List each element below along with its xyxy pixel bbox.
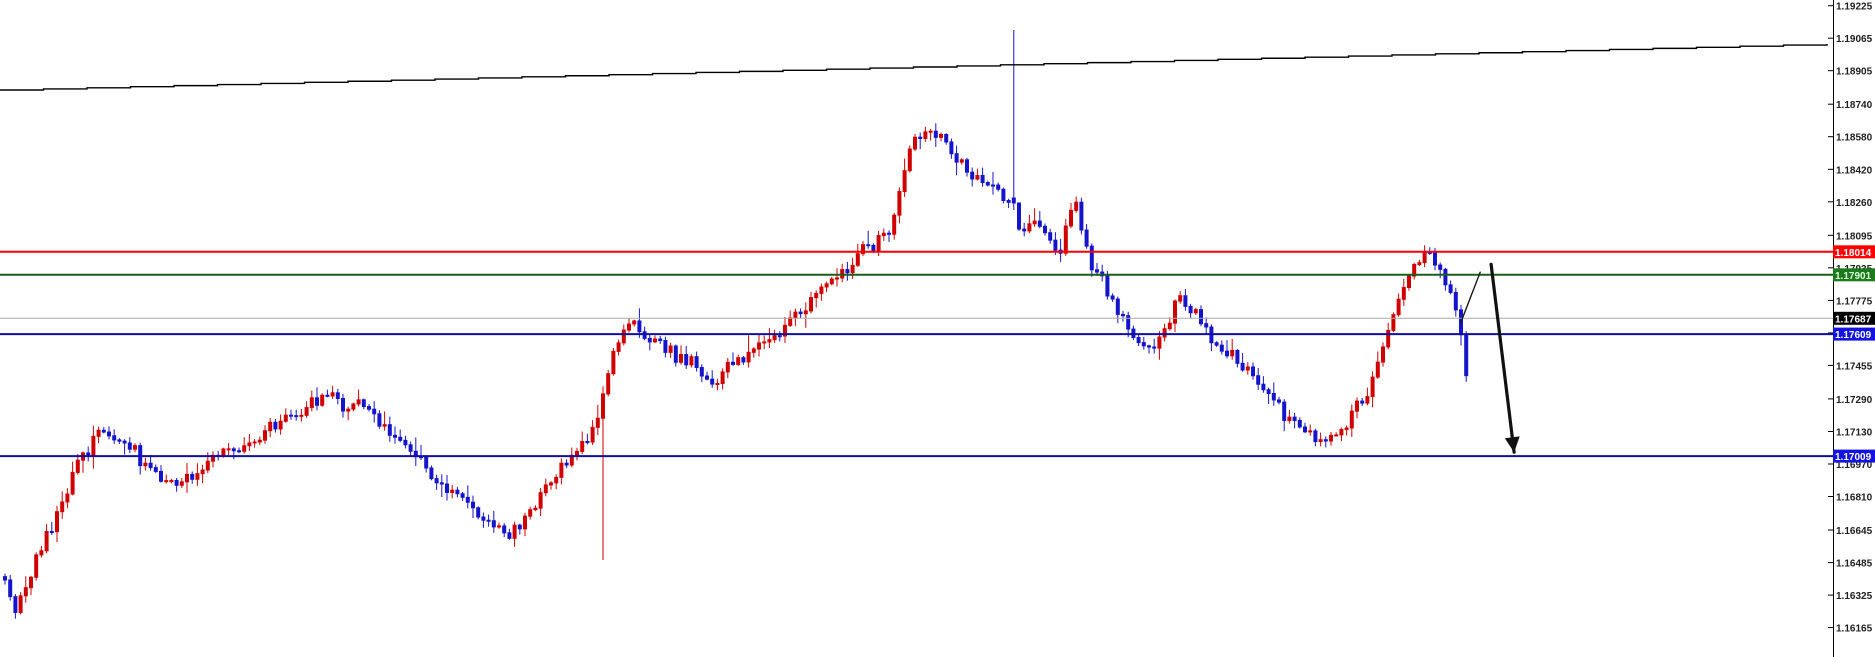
svg-text:1.19225: 1.19225 <box>1836 2 1873 13</box>
svg-text:1.18420: 1.18420 <box>1836 165 1873 176</box>
svg-text:1.17290: 1.17290 <box>1836 395 1873 406</box>
svg-text:1.16325: 1.16325 <box>1836 591 1873 602</box>
svg-text:1.18740: 1.18740 <box>1836 100 1873 111</box>
svg-text:1.18014: 1.18014 <box>1835 248 1872 259</box>
svg-text:1.17901: 1.17901 <box>1835 271 1872 282</box>
svg-text:1.17775: 1.17775 <box>1836 296 1873 307</box>
svg-text:1.18905: 1.18905 <box>1836 67 1873 78</box>
svg-text:1.17609: 1.17609 <box>1835 330 1872 341</box>
svg-text:1.17130: 1.17130 <box>1836 428 1873 439</box>
svg-text:1.18260: 1.18260 <box>1836 198 1873 209</box>
svg-text:1.16810: 1.16810 <box>1836 493 1873 504</box>
svg-text:1.18580: 1.18580 <box>1836 133 1873 144</box>
svg-text:1.17009: 1.17009 <box>1835 452 1872 463</box>
svg-text:1.17687: 1.17687 <box>1835 314 1872 325</box>
svg-text:1.16165: 1.16165 <box>1836 624 1873 635</box>
svg-text:1.18095: 1.18095 <box>1836 231 1873 242</box>
svg-text:1.16485: 1.16485 <box>1836 559 1873 570</box>
svg-text:1.17455: 1.17455 <box>1836 361 1873 372</box>
svg-text:1.19065: 1.19065 <box>1836 34 1873 45</box>
svg-text:1.16645: 1.16645 <box>1836 526 1873 537</box>
